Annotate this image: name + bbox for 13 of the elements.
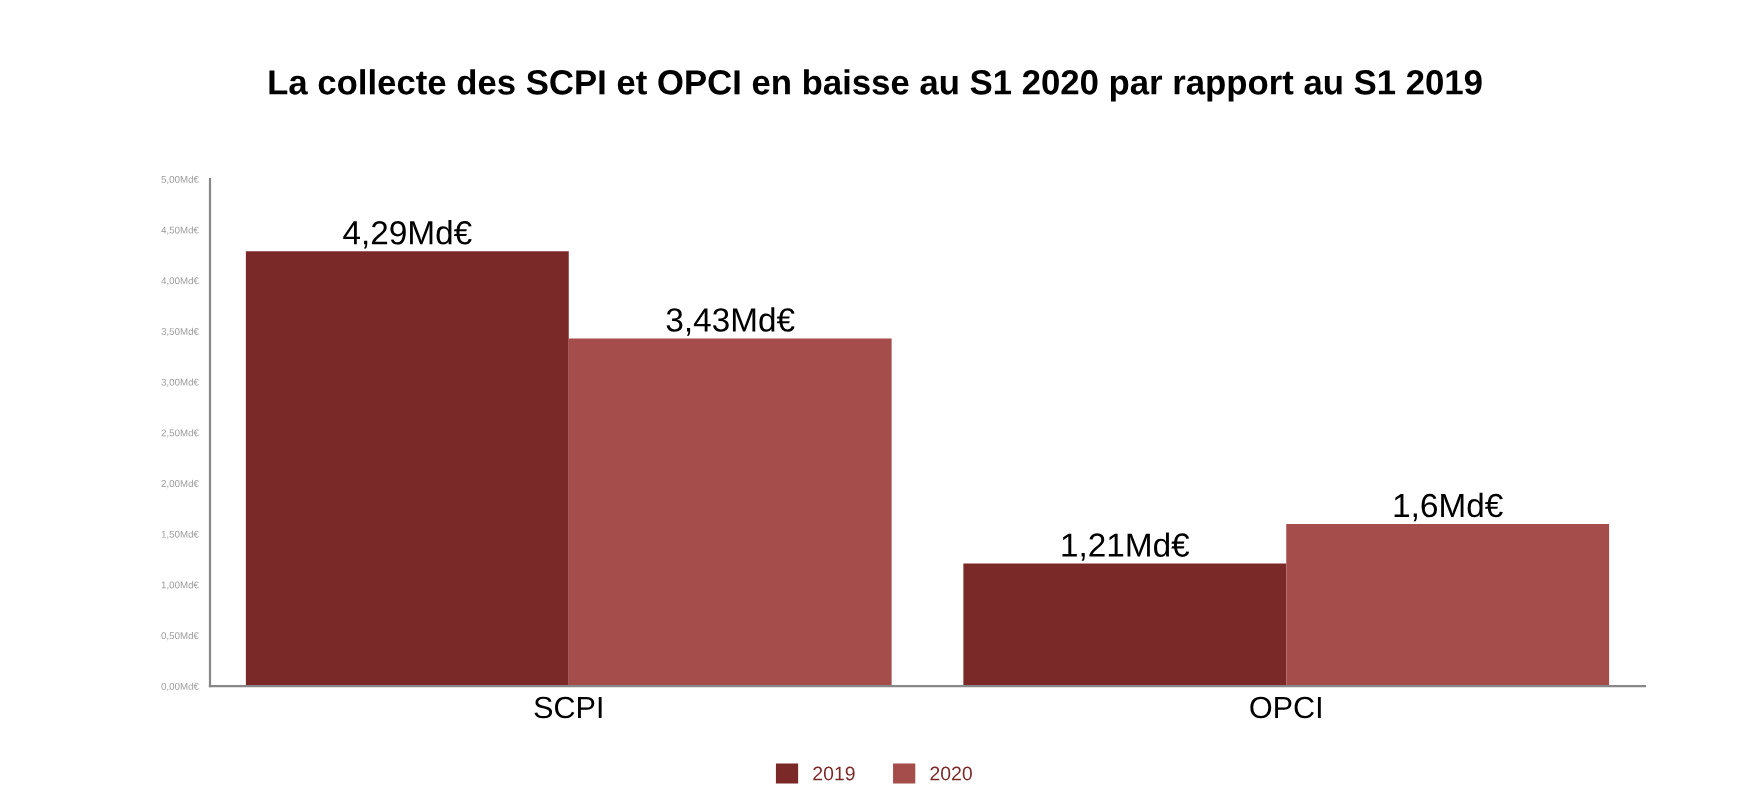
x-tick-label: SCPI [534,696,602,719]
chart-title: La collecte des SCPI et OPCI en baisse au S1 2020 par rapport au S1 2019 [269,69,1482,102]
bar [1286,523,1610,687]
bar [568,338,892,687]
x-tick-label: OPCI [1250,696,1321,719]
legend-label: 2020 [930,766,972,781]
data-label: 1,6Md€ [1394,492,1503,522]
bar [245,251,569,687]
bar [963,563,1287,687]
data-label: 3,43Md€ [666,307,795,336]
legend-label: 2019 [813,766,855,781]
data-label: 1,21Md€ [1062,532,1190,561]
data-label: 4,29Md€ [343,220,472,249]
